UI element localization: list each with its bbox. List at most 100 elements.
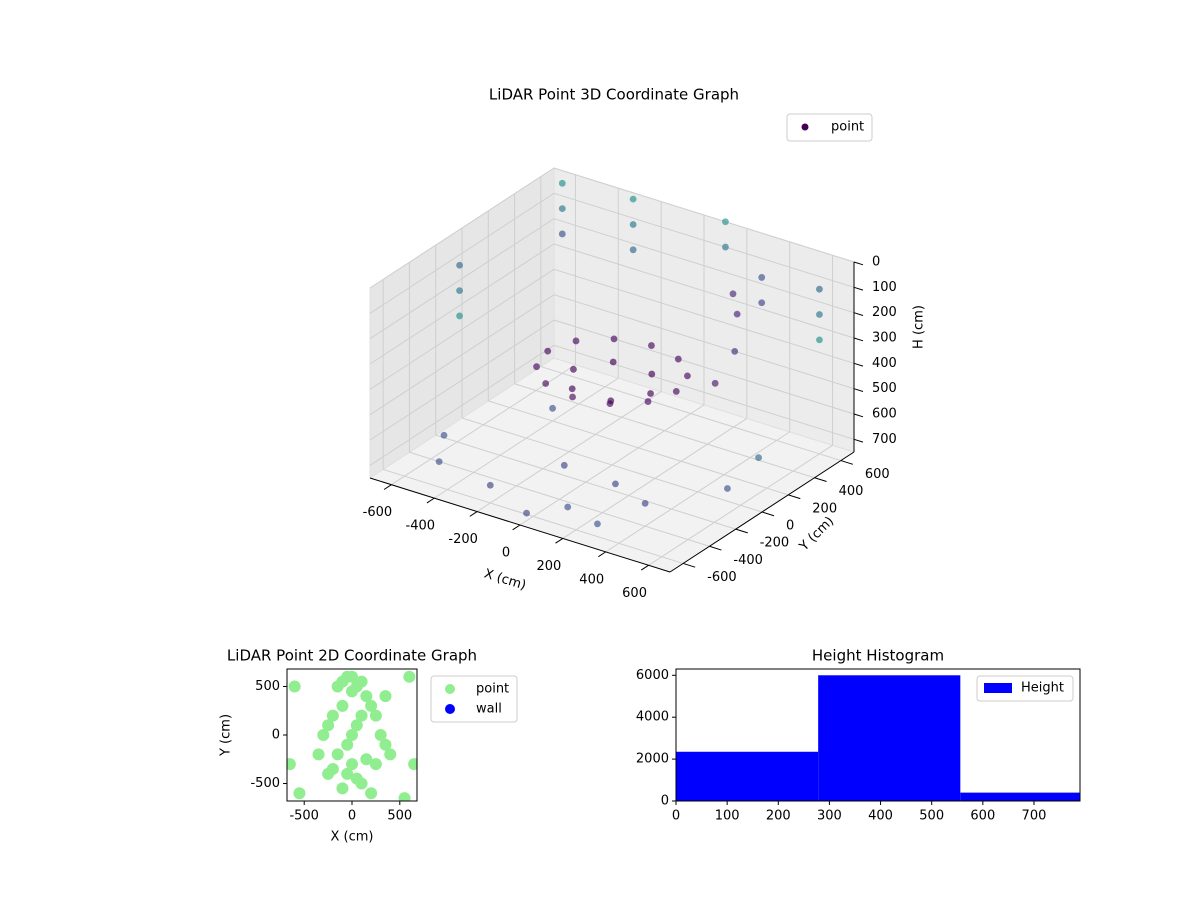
point (365, 787, 378, 800)
legend-marker (445, 704, 455, 714)
x-tick-label: 0 (348, 809, 356, 824)
point (641, 499, 649, 507)
point (317, 729, 330, 741)
y-tick-label: 600 (865, 467, 890, 482)
x-tick (640, 564, 649, 571)
point (755, 454, 762, 462)
y-tick (761, 511, 775, 517)
point (594, 520, 601, 528)
chart-title: LiDAR Point 3D Coordinate Graph (489, 86, 739, 104)
grid-line (435, 434, 736, 530)
z-tick-label: 200 (872, 305, 897, 320)
x-axis-line (369, 477, 671, 573)
point (684, 372, 691, 380)
point (379, 690, 392, 703)
point (568, 385, 576, 393)
x-tick (426, 497, 435, 504)
legend-box (430, 675, 518, 723)
y-tick-label: -600 (707, 570, 737, 585)
y-tick (735, 528, 748, 534)
point (609, 358, 617, 366)
grid-line (514, 383, 815, 479)
point (558, 179, 566, 187)
z-tick (853, 312, 864, 316)
y-tick (788, 494, 801, 500)
point (607, 397, 615, 405)
y-tick-label: 2000 (636, 752, 669, 767)
plot-2d: LiDAR Point 2D Coordinate Graph point wall… (219, 647, 518, 845)
point (549, 404, 556, 412)
z-axis-label: H (cm) (912, 305, 927, 349)
point (355, 709, 368, 722)
point (629, 246, 637, 254)
point (816, 285, 823, 293)
legend-marker (984, 683, 1012, 693)
point (293, 787, 306, 800)
y-tick (709, 545, 722, 551)
grid-line (369, 192, 555, 314)
point (326, 709, 339, 722)
point (403, 670, 416, 683)
point (312, 748, 325, 761)
y-tick-label: 400 (839, 484, 864, 499)
point (331, 748, 344, 761)
y-tick-label: -200 (760, 536, 790, 551)
legend-label: wall (476, 702, 502, 717)
point (722, 243, 729, 251)
point (674, 355, 682, 363)
plot-3d: -600-400-2000200400600-600-400-200020040… (363, 86, 927, 601)
point (612, 480, 619, 488)
x-tick-label: 200 (766, 809, 791, 824)
y-axis-line (669, 451, 855, 573)
bar (960, 792, 1080, 801)
point (384, 748, 397, 761)
point (456, 312, 463, 320)
x-tick (383, 484, 392, 490)
x-tick-label: -200 (448, 532, 478, 547)
grid-line (553, 268, 855, 364)
point (816, 311, 823, 318)
point (711, 379, 719, 387)
legend-marker (801, 123, 809, 131)
y-tick (682, 562, 696, 568)
point (322, 767, 335, 780)
y-tick-label: 4000 (636, 710, 669, 725)
x-tick (469, 511, 478, 517)
x-tick-label: -400 (406, 519, 436, 534)
bar (676, 751, 819, 801)
x-axis-label: X (cm) (482, 567, 528, 594)
grid-line (369, 319, 555, 441)
y-axis-label: Y (cm) (796, 514, 837, 555)
point (564, 503, 572, 511)
y-tick-label: 0 (272, 728, 280, 743)
x-tick-label: 500 (919, 809, 944, 824)
chart-title: Height Histogram (812, 647, 944, 665)
grid-line (553, 192, 855, 288)
x-tick-label: 400 (868, 809, 893, 824)
z-tick-label: 300 (872, 331, 897, 346)
y-tick-label: 500 (255, 679, 280, 694)
y-tick-label: 6000 (636, 668, 669, 683)
legend-marker (445, 684, 455, 694)
z-tick-label: 400 (872, 356, 897, 371)
x-tick-label: 0 (672, 809, 680, 824)
x-tick-label: 700 (1022, 809, 1047, 824)
x-tick (555, 538, 564, 544)
plot-area (676, 675, 1080, 801)
point (647, 390, 654, 397)
plot-area (287, 670, 417, 801)
point (336, 699, 349, 712)
x-tick-label: 200 (536, 559, 561, 574)
y-tick-label: -400 (733, 553, 763, 568)
point (350, 719, 363, 732)
grid-line (409, 451, 710, 547)
z-tick (853, 337, 864, 342)
z-tick-label: 500 (872, 381, 897, 396)
z-tick-label: 600 (872, 407, 897, 422)
point (542, 380, 550, 387)
point (341, 738, 354, 751)
legend-label: Height (1021, 681, 1064, 696)
point (346, 670, 358, 683)
point (558, 205, 566, 213)
